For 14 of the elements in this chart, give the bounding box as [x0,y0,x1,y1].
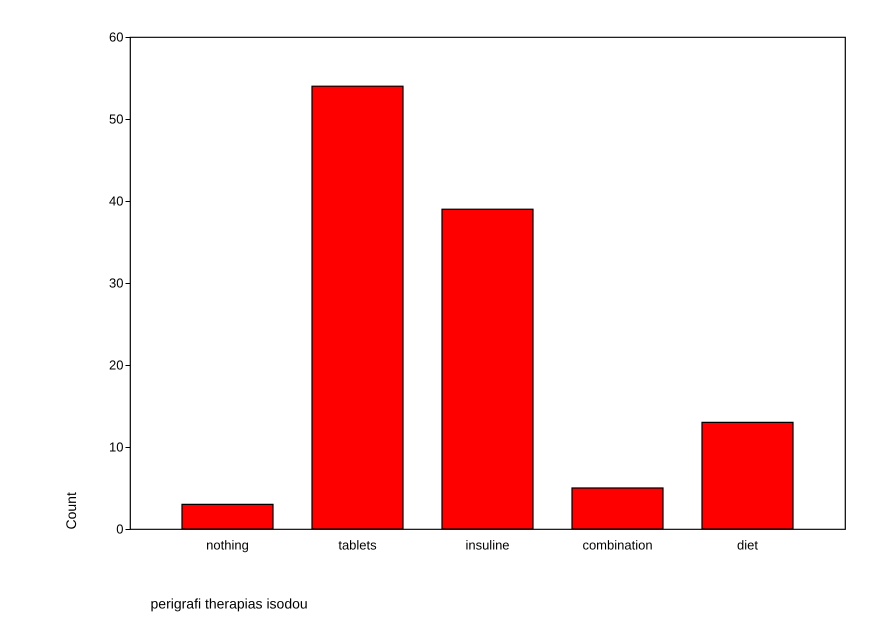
x-tick-label: tablets [338,538,378,552]
x-tick-label: combination [582,538,653,552]
y-tick-label: 0 [116,522,124,536]
y-tick-label: 40 [109,194,124,208]
x-tick-label: diet [737,538,758,552]
x-tick-label: nothing [206,538,249,552]
y-tick-label: 20 [109,358,124,372]
x-axis-title: perigrafi therapias isodou [150,596,308,612]
y-tick-label: 50 [109,112,124,126]
y-tick-label: 30 [109,276,124,290]
y-tick-label: 60 [109,30,124,44]
y-tick-label: 10 [109,440,124,454]
y-axis-title: Count [63,492,80,530]
x-tick-label: insuline [465,538,510,552]
